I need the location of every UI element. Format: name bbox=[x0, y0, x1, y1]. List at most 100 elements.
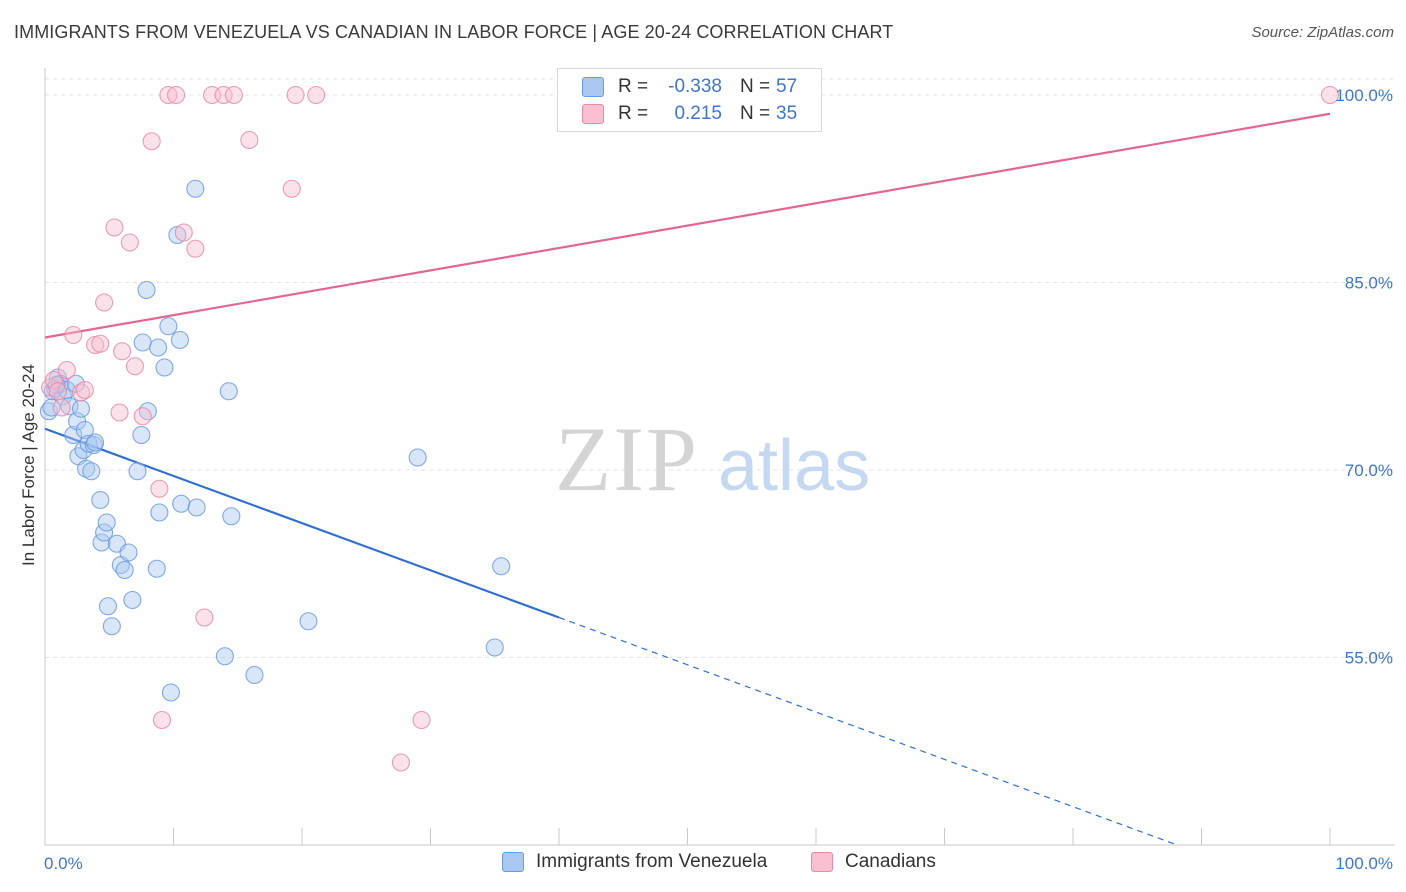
venezuela-point bbox=[186, 179, 205, 198]
legend-n-value: 57 bbox=[776, 76, 798, 97]
chart-title: IMMIGRANTS FROM VENEZUELA VS CANADIAN IN… bbox=[14, 22, 894, 42]
venezuela-trend-line bbox=[44, 427, 560, 619]
legend-n-label: N = bbox=[740, 103, 771, 124]
legend-swatch-canadians bbox=[582, 104, 604, 124]
canadian-point bbox=[120, 233, 139, 252]
venezuela-point bbox=[170, 330, 189, 350]
canadian-point bbox=[214, 85, 233, 105]
venezuela-point bbox=[71, 399, 91, 418]
canadian-point bbox=[412, 710, 431, 730]
correlation-legend: R = -0.338 N = 57 R = 0.215 N = 35 bbox=[557, 68, 822, 132]
canadian-point bbox=[186, 239, 205, 258]
canadian-point bbox=[91, 334, 110, 353]
venezuela-point bbox=[128, 462, 147, 481]
watermark-atlas: atlas bbox=[718, 426, 870, 506]
trend-lines bbox=[44, 112, 1331, 846]
canadian-point bbox=[174, 223, 193, 242]
series-swatch-venezuela bbox=[502, 852, 524, 872]
venezuela-point bbox=[245, 665, 264, 685]
venezuela-point bbox=[485, 638, 504, 657]
canadian-point bbox=[48, 382, 67, 401]
canadian-point bbox=[159, 85, 178, 105]
canadian-point bbox=[224, 85, 243, 105]
venezuela-trend-extension bbox=[558, 616, 1178, 846]
venezuela-point bbox=[64, 425, 83, 445]
venezuela-point bbox=[86, 433, 105, 452]
canadian-point bbox=[125, 357, 144, 376]
legend-r-value: 0.215 bbox=[674, 103, 722, 124]
series-canadians-points bbox=[41, 85, 1340, 772]
venezuela-point bbox=[219, 382, 238, 401]
series-legend-venezuela: Immigrants from Venezuela bbox=[502, 851, 767, 873]
venezuela-point bbox=[132, 425, 151, 445]
venezuela-point bbox=[492, 557, 511, 576]
venezuela-point bbox=[133, 333, 152, 352]
canadian-point bbox=[167, 85, 186, 105]
canadian-point bbox=[286, 85, 305, 105]
venezuela-point bbox=[172, 494, 191, 513]
y-tick-label: 70.0% bbox=[1345, 461, 1393, 480]
canadian-point bbox=[240, 130, 259, 150]
venezuela-point bbox=[115, 560, 134, 580]
venezuela-point bbox=[82, 462, 101, 481]
grid-lines bbox=[45, 78, 1395, 658]
venezuela-point bbox=[155, 358, 174, 377]
data-points bbox=[39, 85, 1340, 772]
canadian-point bbox=[105, 218, 124, 237]
canadian-trend-line bbox=[44, 112, 1331, 339]
legend-r-value: -0.338 bbox=[668, 76, 722, 97]
venezuela-point bbox=[97, 513, 116, 532]
canadian-point bbox=[95, 293, 114, 312]
series-venezuela-points bbox=[39, 179, 511, 702]
venezuela-point bbox=[60, 397, 79, 416]
y-tick-label: 100.0% bbox=[1335, 86, 1393, 105]
series-label-canadians: Canadians bbox=[845, 851, 936, 872]
series-swatch-canadians bbox=[811, 852, 833, 872]
venezuela-point bbox=[215, 647, 234, 666]
watermark: ZIP atlas bbox=[555, 408, 870, 510]
venezuela-point bbox=[66, 374, 85, 393]
canadian-point bbox=[307, 85, 326, 105]
series-legend: Immigrants from Venezuela Canadians bbox=[0, 851, 1406, 877]
legend-r-label: R = bbox=[618, 103, 649, 124]
series-legend-canadians: Canadians bbox=[811, 851, 936, 873]
canadian-point bbox=[195, 608, 214, 627]
axes bbox=[44, 68, 1395, 846]
venezuela-point bbox=[98, 597, 118, 616]
venezuela-point bbox=[147, 559, 166, 578]
y-tick-label: 85.0% bbox=[1345, 274, 1393, 293]
legend-row-canadians: R = 0.215 N = 35 bbox=[582, 102, 797, 126]
y-axis-title: In Labor Force | Age 20-24 bbox=[19, 364, 38, 566]
venezuela-point bbox=[119, 543, 138, 562]
series-label-venezuela: Immigrants from Venezuela bbox=[536, 851, 768, 872]
venezuela-point bbox=[299, 612, 318, 631]
legend-swatch-venezuela bbox=[582, 77, 604, 97]
venezuela-point bbox=[123, 590, 142, 610]
canadian-point bbox=[52, 398, 71, 417]
legend-n-label: N = bbox=[740, 76, 771, 97]
venezuela-point bbox=[159, 317, 178, 336]
legend-r-label: R = bbox=[618, 76, 649, 97]
canadian-point bbox=[57, 360, 76, 380]
canadian-point bbox=[391, 753, 410, 772]
venezuela-point bbox=[408, 448, 427, 467]
venezuela-point bbox=[77, 459, 96, 478]
source-label: Source: ZipAtlas.com bbox=[1251, 24, 1394, 41]
canadian-point bbox=[152, 710, 171, 730]
venezuela-point bbox=[187, 498, 206, 517]
canadian-point bbox=[282, 179, 301, 198]
canadian-point bbox=[110, 403, 129, 422]
x-tick-label: 100.0% bbox=[1335, 854, 1393, 873]
venezuela-point bbox=[102, 617, 121, 636]
canadian-point bbox=[1320, 85, 1340, 105]
canadian-point bbox=[64, 325, 83, 345]
canadian-point bbox=[75, 380, 94, 400]
legend-row-venezuela: R = -0.338 N = 57 bbox=[582, 75, 797, 99]
canadian-point bbox=[133, 407, 152, 426]
venezuela-point bbox=[75, 420, 94, 440]
watermark-zip: ZIP bbox=[555, 408, 699, 510]
tick-labels: 55.0% 70.0% 85.0% 100.0% 0.0% 100.0% bbox=[44, 86, 1393, 873]
venezuela-point bbox=[137, 280, 156, 300]
canadian-point bbox=[44, 370, 64, 390]
